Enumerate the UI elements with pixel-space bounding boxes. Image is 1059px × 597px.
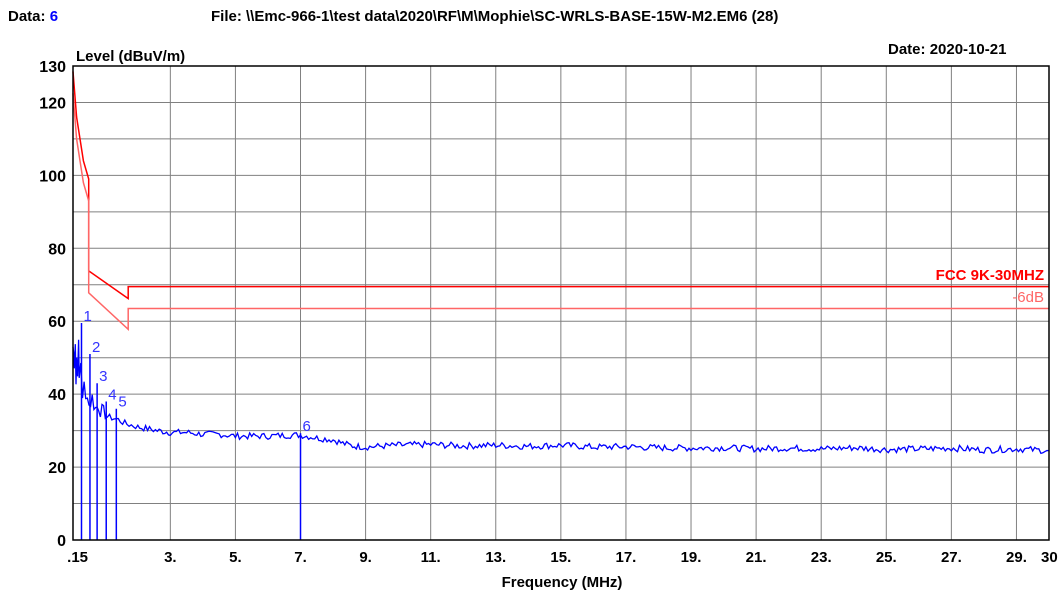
- x-tick-label: 7.: [294, 549, 307, 566]
- y-tick-label: 60: [48, 314, 66, 331]
- x-tick-label: 11.: [421, 549, 441, 566]
- x-tick-label: 13.: [485, 549, 506, 566]
- x-tick-label: 25.: [876, 549, 897, 566]
- date-header: Date: 2020-10-21: [888, 41, 1006, 58]
- file-label: File:: [211, 8, 242, 25]
- limit-label-margin: -6dB: [1012, 289, 1044, 306]
- x-tick-label: 5.: [229, 549, 242, 566]
- trace: [72, 339, 1050, 455]
- y-tick-label: 120: [39, 95, 66, 112]
- x-tick-label: .15: [67, 549, 88, 566]
- y-tick-labels: 0 20 40 60 80 100 120 130: [39, 59, 66, 550]
- x-tick-label: 30: [1041, 549, 1058, 566]
- y-tick-label: 0: [57, 533, 66, 550]
- margin-limit-line: [72, 93, 1049, 332]
- x-tick-label: 19.: [681, 549, 702, 566]
- x-tick-label: 9.: [359, 549, 372, 566]
- x-tick-label: 15.: [550, 549, 571, 566]
- y-tick-label: 130: [39, 59, 66, 76]
- marker-label: 2: [92, 339, 100, 356]
- x-tick-label: 27.: [941, 549, 962, 566]
- markers: 12 34 5 6: [80, 308, 311, 540]
- x-axis-label: Frequency (MHz): [502, 574, 623, 591]
- x-tick-label: 3.: [164, 549, 177, 566]
- marker-label: 6: [303, 418, 311, 435]
- marker-label: 5: [118, 394, 126, 411]
- date-label: Date:: [888, 41, 926, 58]
- x-tick-label: 17.: [616, 549, 637, 566]
- y-axis-label: Level (dBuV/m): [76, 48, 185, 65]
- x-tick-label: 21.: [746, 549, 767, 566]
- grid: [73, 66, 1049, 540]
- measurement-trace: [72, 339, 1050, 455]
- marker-label: 4: [108, 386, 116, 403]
- y-tick-label: 80: [48, 241, 66, 258]
- y-tick-label: 40: [48, 387, 66, 404]
- plot-frame: [72, 65, 1050, 541]
- limit-label-fcc: FCC 9K-30MHZ: [936, 267, 1044, 284]
- x-tick-label: 23.: [811, 549, 832, 566]
- file-path: \\Emc-966-1\test data\2020\RF\M\Mophie\S…: [246, 8, 779, 25]
- limit-lines: [72, 71, 1049, 332]
- x-tick-labels: .15 3. 5. 7. 9. 11. 13. 15. 17. 19. 21. 23. 25. 27. 29…: [67, 549, 1058, 566]
- marker-label: 1: [83, 308, 91, 325]
- data-value: 6: [49, 8, 59, 25]
- data-label: Data:: [8, 8, 46, 25]
- marker-label: 3: [99, 368, 107, 385]
- y-tick-label: 100: [39, 168, 66, 185]
- file-header: File: \\Emc-966-1\test data\2020\RF\M\Mo…: [211, 8, 778, 25]
- data-header: Data: 6: [8, 8, 58, 25]
- y-tick-label: 20: [48, 460, 66, 477]
- x-tick-label: 29.: [1006, 549, 1027, 566]
- date-value: 2020-10-21: [929, 41, 1007, 58]
